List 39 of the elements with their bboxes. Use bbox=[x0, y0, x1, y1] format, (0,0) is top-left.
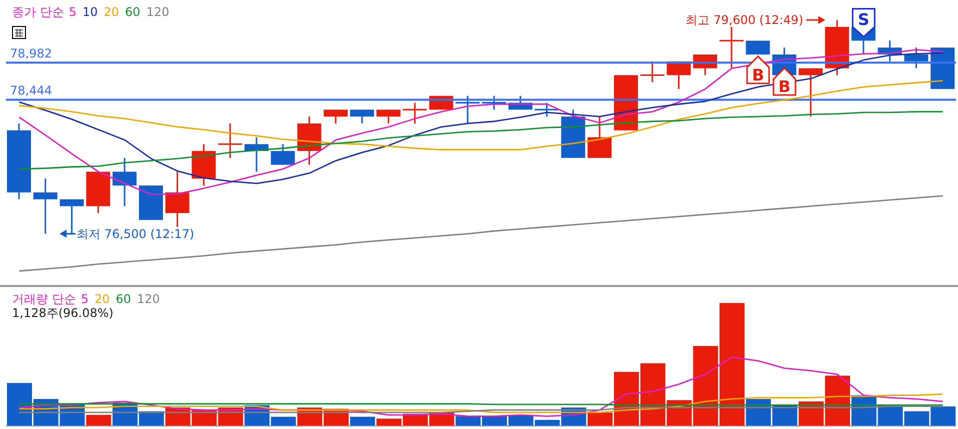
annotation: 1,128주(96.08%) bbox=[12, 305, 114, 322]
candlestick bbox=[640, 60, 666, 83]
text: 20 bbox=[94, 292, 110, 306]
candlestick bbox=[270, 143, 295, 166]
candlestick bbox=[402, 102, 428, 124]
text: 20 bbox=[104, 5, 120, 19]
candlestick bbox=[588, 116, 612, 159]
candlestick bbox=[165, 170, 190, 228]
candlestick bbox=[376, 108, 400, 124]
annotation: 최고 79,600 (12:49) bbox=[686, 13, 804, 27]
text: 10 bbox=[82, 5, 98, 19]
candlestick bbox=[350, 108, 374, 124]
bar bbox=[86, 414, 112, 426]
candlestick bbox=[534, 102, 560, 118]
candlestick bbox=[454, 95, 480, 124]
text: 60 bbox=[116, 292, 132, 306]
ref-line-label: 78,444 bbox=[10, 84, 52, 98]
candlestick bbox=[217, 122, 243, 159]
text: 5 bbox=[80, 292, 88, 306]
annotation: 최저 76,500 (12:17) bbox=[76, 226, 194, 241]
ref-line-label: 78,982 bbox=[10, 46, 52, 61]
candlestick bbox=[324, 108, 348, 124]
candlestick bbox=[718, 26, 744, 70]
data-label: S bbox=[858, 10, 870, 29]
candlestick bbox=[904, 46, 928, 70]
text: 60 bbox=[125, 5, 140, 19]
text: 5 bbox=[68, 5, 76, 19]
text: 120 bbox=[137, 292, 160, 306]
candlestick bbox=[481, 95, 507, 110]
candlestick bbox=[33, 178, 58, 235]
candlestick bbox=[798, 68, 823, 118]
candlestick bbox=[112, 157, 137, 207]
candlestick bbox=[746, 40, 770, 56]
legend-title: 종가 단순 bbox=[12, 5, 64, 19]
legend-title: 거래량 단순 bbox=[12, 292, 76, 306]
data-label: B bbox=[778, 77, 791, 96]
text: 120 bbox=[146, 5, 170, 19]
bar bbox=[350, 416, 376, 426]
data-label: B bbox=[752, 65, 764, 84]
